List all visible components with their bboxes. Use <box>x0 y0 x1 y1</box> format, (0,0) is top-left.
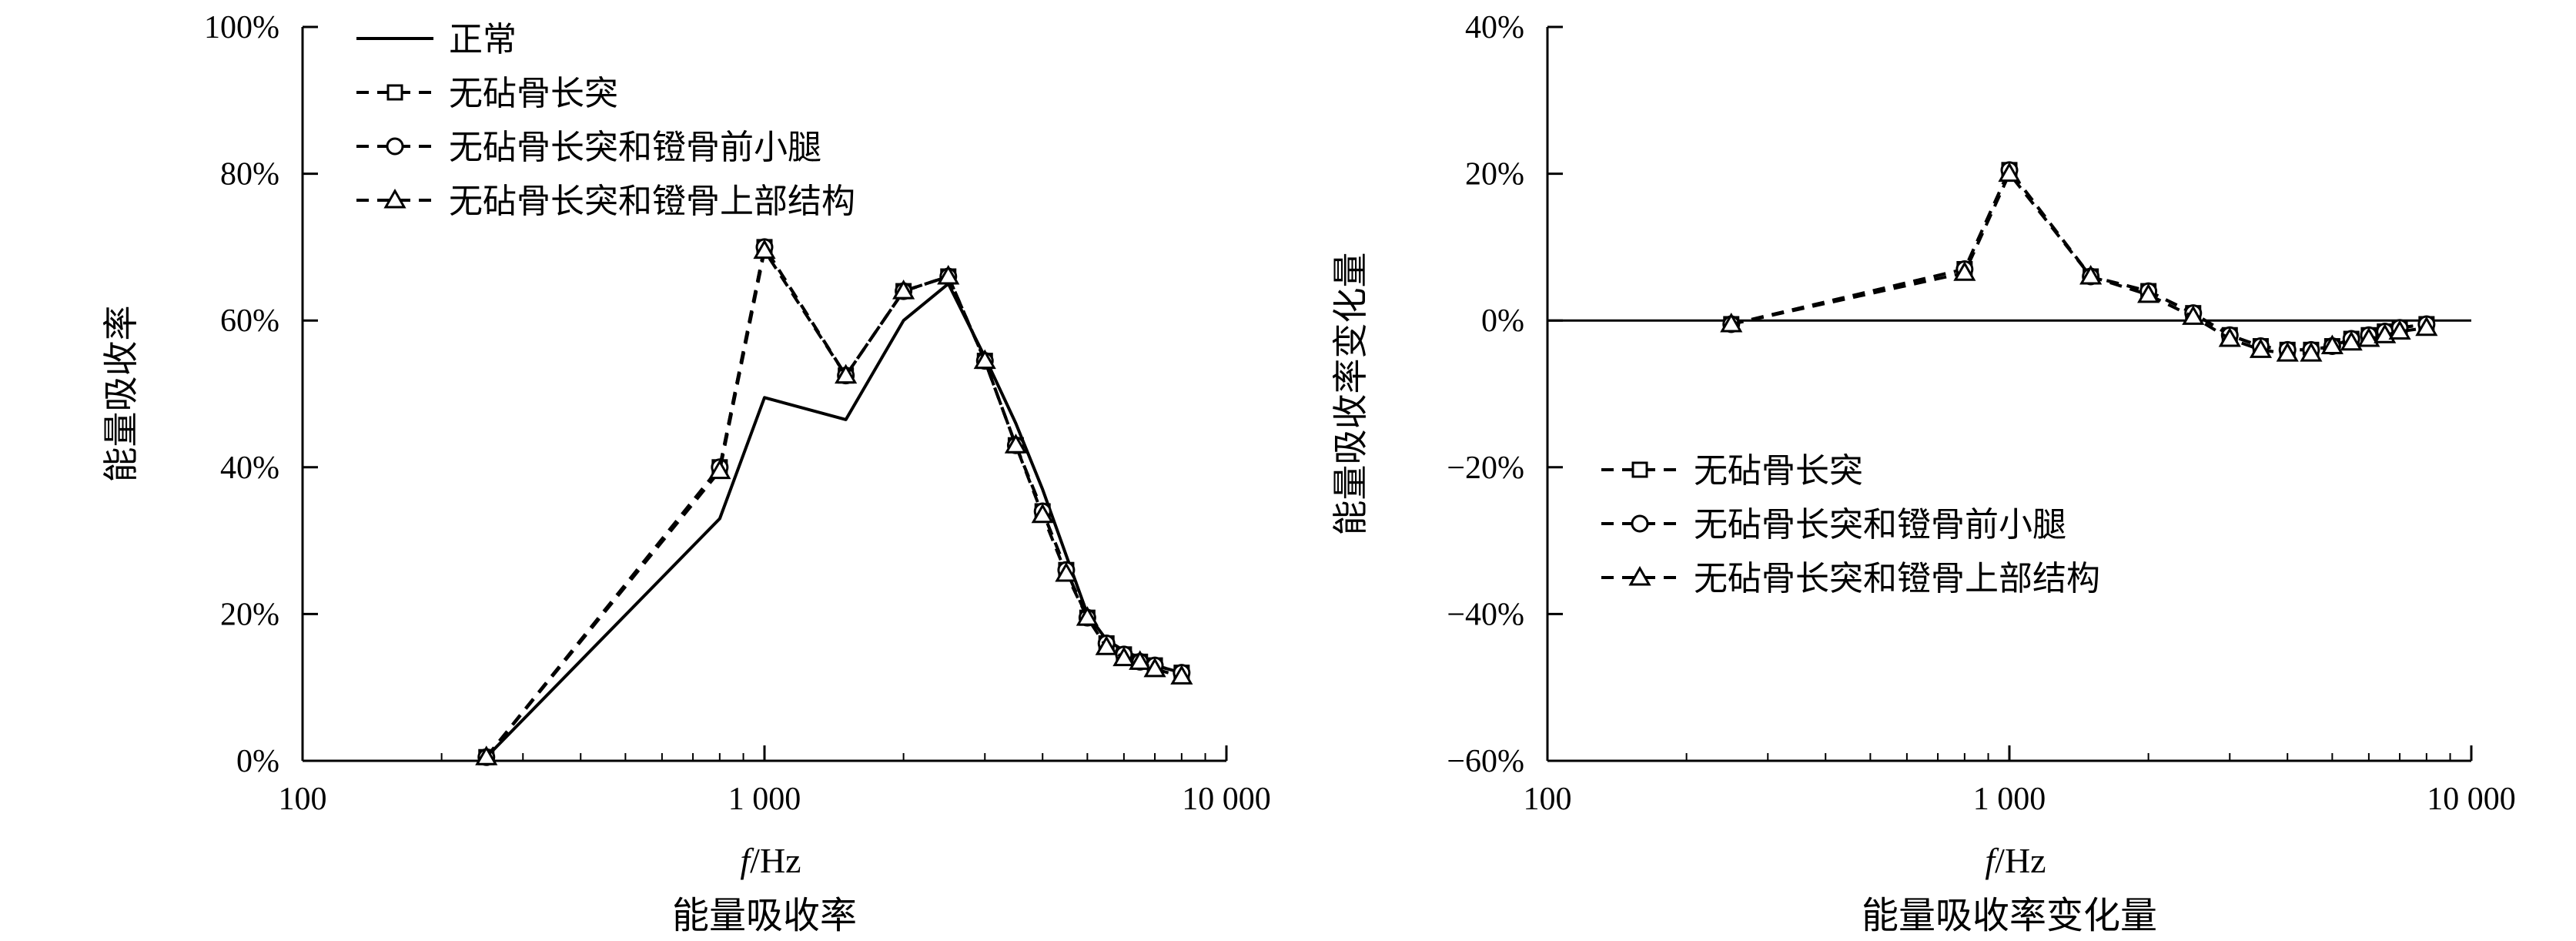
y-tick-label: 100% <box>204 10 279 45</box>
y-tick-label: −60% <box>1447 744 1524 779</box>
data-point-marker <box>2415 316 2438 337</box>
legend-label: 无砧骨长突和镫骨上部结构 <box>449 182 855 221</box>
chart-caption: 能量吸收率变化量 <box>1862 894 2157 937</box>
data-point-marker <box>2079 264 2103 285</box>
x-tick-label: 100 <box>1524 782 1572 817</box>
data-point-marker <box>1055 561 1078 582</box>
data-point-marker <box>1143 657 1166 678</box>
data-point-marker <box>2218 327 2241 347</box>
y-tick-label: −20% <box>1447 450 1524 486</box>
x-axis-title: f/Hz <box>1985 841 2046 880</box>
data-point-marker <box>1095 635 1118 655</box>
x-axis-title-unit: /Hz <box>1995 841 2046 880</box>
data-point-marker <box>892 280 915 300</box>
x-axis-title-unit: /Hz <box>750 841 801 880</box>
data-point-marker <box>2276 342 2299 362</box>
data-point-marker <box>1170 665 1193 685</box>
data-point-marker <box>1720 312 1743 333</box>
legend-swatch-marker <box>386 84 403 101</box>
data-point-marker <box>1031 503 1054 524</box>
series-line <box>1731 172 2427 356</box>
y-tick-label: −40% <box>1447 597 1524 632</box>
legend-swatch-marker <box>1631 461 1648 478</box>
legend-swatch-marker <box>1631 514 1649 533</box>
data-point-marker <box>2320 334 2343 355</box>
data-point-marker <box>2357 327 2380 347</box>
data-point-marker <box>1004 434 1028 454</box>
y-tick-label: 20% <box>220 597 279 632</box>
legend-swatch-marker <box>1628 565 1651 586</box>
data-point-marker <box>2137 283 2160 303</box>
chart-energy-absorption: 0% 20% 40% 60% 80% 100% 100 1 000 10 000 f/Hz 能量吸收… <box>100 10 1271 937</box>
data-point-marker <box>1129 650 1152 670</box>
data-point-marker <box>835 363 858 384</box>
y-tick-label: 0% <box>1481 303 1524 339</box>
x-tick-label: 10 000 <box>2427 782 2516 817</box>
series-line <box>485 249 1183 758</box>
x-tick-label: 1 000 <box>728 782 801 817</box>
chart-energy-absorption-change: −60% −40% −20% 0% 20% 40% 100 1 000 10 000 f/Hz 能量… <box>1330 10 2516 937</box>
data-point-marker <box>2388 320 2411 340</box>
x-tick-label: 100 <box>279 782 327 817</box>
y-tick-label: 40% <box>220 450 279 486</box>
legend-label: 正常 <box>449 20 517 59</box>
y-tick-label: 60% <box>220 303 279 339</box>
y-axis-title: 能量吸收率变化量 <box>1330 253 1371 536</box>
y-tick-label: 20% <box>1465 157 1524 193</box>
legend-swatch-marker <box>386 137 404 156</box>
y-tick-label: 80% <box>220 157 279 193</box>
x-axis-title: f/Hz <box>740 841 801 880</box>
y-tick-label: 0% <box>236 744 279 779</box>
legend-label: 无砧骨长突 <box>1694 451 1863 491</box>
y-tick-label: 40% <box>1465 10 1524 45</box>
legend-label: 无砧骨长突和镫骨前小腿 <box>449 128 821 167</box>
series-line <box>485 245 1183 758</box>
series-line <box>485 245 1183 758</box>
data-point-marker <box>1112 646 1136 667</box>
x-tick-label: 1 000 <box>1973 782 2046 817</box>
legend-label: 无砧骨长突和镫骨前小腿 <box>1694 505 2066 544</box>
data-point-marker <box>2340 330 2363 351</box>
data-point-marker <box>1953 261 1976 281</box>
data-point-marker <box>2182 305 2205 325</box>
data-point-marker <box>2300 342 2323 362</box>
legend-label: 无砧骨长突 <box>449 74 618 113</box>
data-point-marker <box>475 745 498 765</box>
data-point-marker <box>708 459 731 480</box>
legend-swatch-marker <box>383 188 406 209</box>
data-point-marker <box>753 239 776 260</box>
chart-caption: 能量吸收率 <box>672 894 857 937</box>
data-point-marker <box>973 349 996 370</box>
data-point-marker <box>1076 606 1099 626</box>
data-point-marker <box>1998 162 2021 183</box>
x-tick-label: 10 000 <box>1182 782 1271 817</box>
y-axis-title: 能量吸收率 <box>100 306 142 483</box>
legend-label: 无砧骨长突和镫骨上部结构 <box>1694 559 2100 598</box>
data-point-marker <box>937 264 960 285</box>
data-point-marker <box>2249 338 2273 358</box>
